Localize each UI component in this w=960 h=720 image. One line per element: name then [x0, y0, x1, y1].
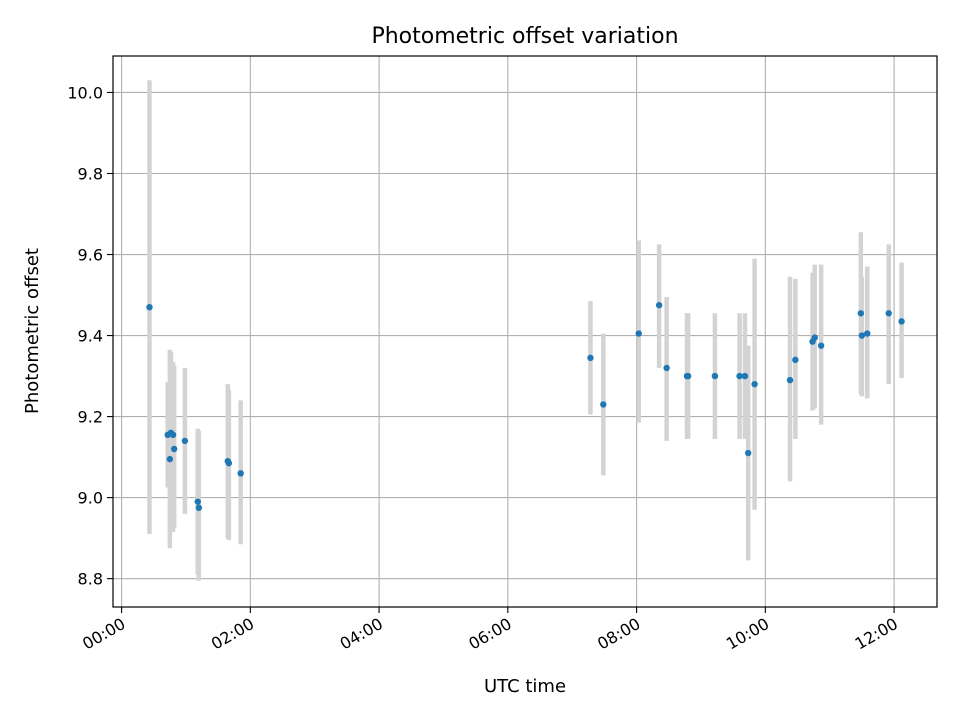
y-tick-label: 8.8: [78, 570, 103, 589]
data-point: [170, 445, 178, 453]
y-axis-label: Photometric offset: [22, 248, 43, 414]
y-tick-label: 9.0: [78, 489, 103, 508]
data-point: [741, 372, 749, 380]
data-point: [885, 310, 892, 317]
y-tick-label: 9.4: [78, 327, 103, 346]
data-point: [864, 330, 871, 337]
chart-title: Photometric offset variation: [371, 24, 678, 49]
data-point: [635, 330, 642, 337]
data-point: [736, 372, 743, 380]
data-point: [684, 372, 692, 380]
data-point: [811, 334, 818, 341]
data-point: [146, 303, 153, 311]
data-point: [751, 380, 758, 388]
data-point: [711, 372, 719, 380]
data-point: [898, 318, 905, 325]
plot-frame: [112, 55, 938, 608]
grid: [113, 56, 937, 607]
y-tick-label: 10.0: [67, 83, 103, 102]
data-point: [600, 401, 607, 408]
data-point: [857, 310, 865, 317]
data-point: [655, 301, 663, 309]
data-point: [194, 498, 201, 505]
y-tick-label: 9.8: [78, 164, 103, 183]
data-point: [181, 437, 189, 445]
data-points: [146, 301, 905, 511]
data-point: [792, 356, 799, 364]
y-tick-label: 9.6: [78, 246, 103, 265]
data-point: [587, 354, 594, 362]
data-point: [169, 431, 177, 439]
y-tick-label: 9.2: [78, 408, 103, 427]
data-point: [817, 342, 825, 349]
data-point: [858, 332, 866, 339]
data-point: [786, 376, 794, 384]
data-point: [744, 449, 752, 457]
data-point: [195, 504, 203, 511]
data-point: [166, 455, 174, 463]
data-point: [225, 459, 233, 467]
x-axis-label: UTC time: [484, 676, 566, 697]
data-point: [663, 364, 670, 372]
data-point: [237, 470, 244, 477]
